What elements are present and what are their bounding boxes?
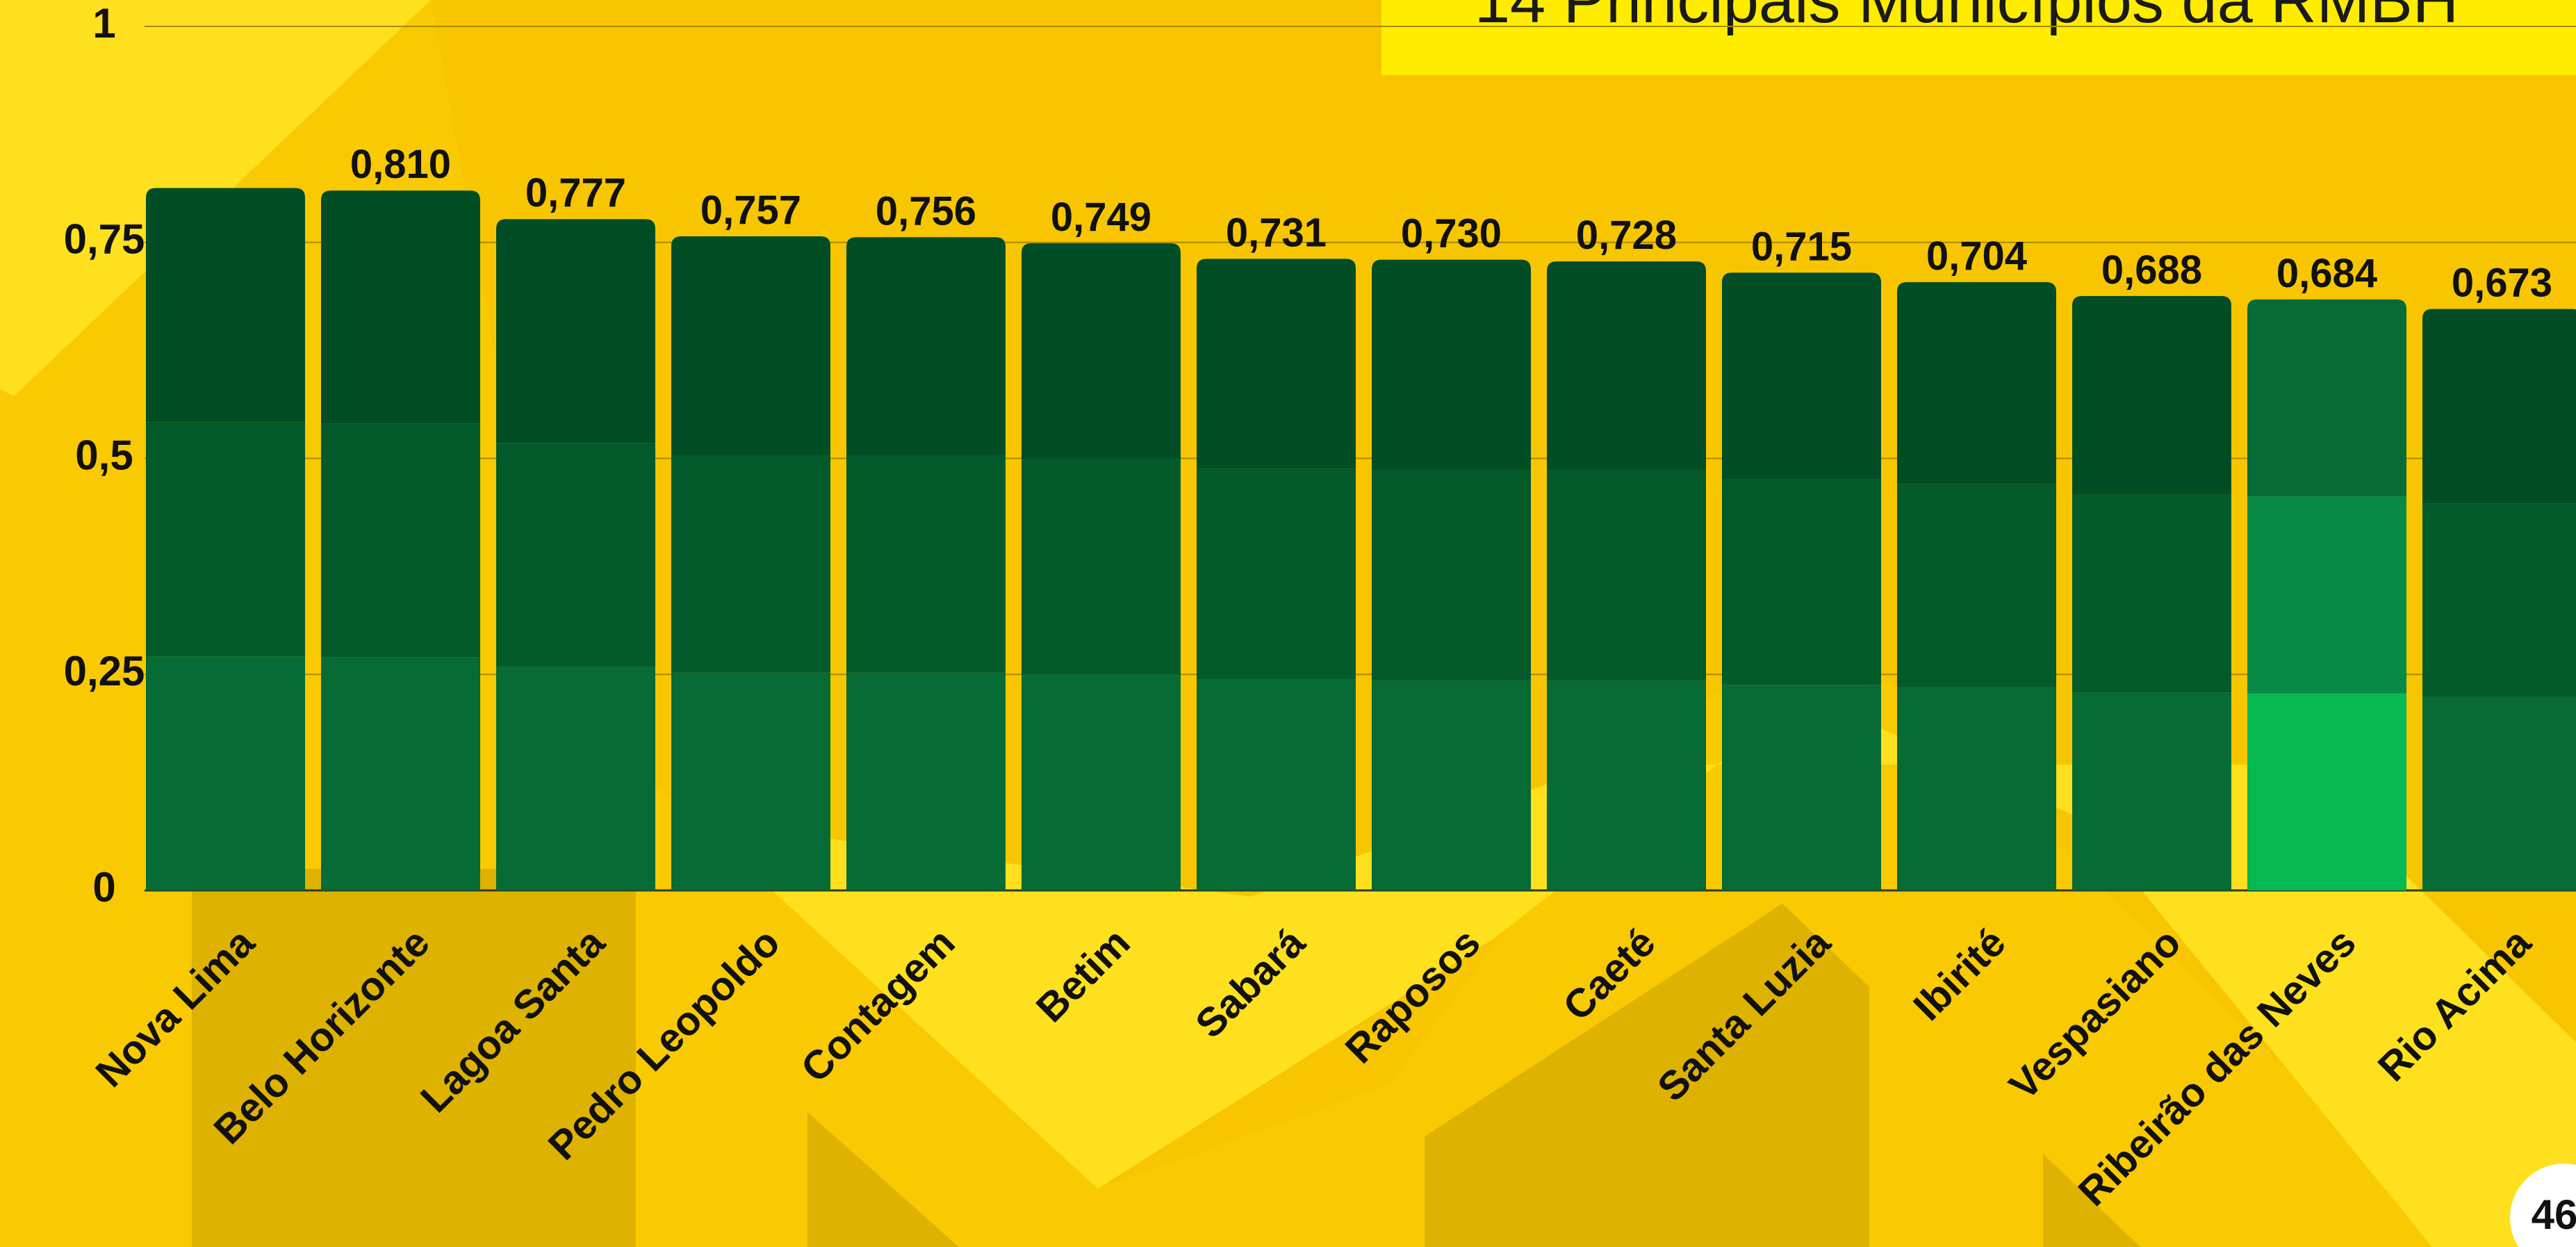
- bar-segment: [2422, 309, 2576, 503]
- chart-title: 14 Principais Municípios da RMBH: [1475, 0, 2459, 36]
- bar-segment: [496, 667, 655, 890]
- value-label: 0,777: [525, 170, 626, 215]
- bar-segment: [2422, 697, 2576, 890]
- bar-segment: [1547, 471, 1706, 680]
- bar-segment: [846, 237, 1006, 455]
- bar-segment: [1022, 459, 1181, 675]
- bar-segment: [2072, 692, 2231, 890]
- bar-segment: [671, 455, 830, 673]
- bar-segment: [321, 657, 480, 890]
- page-number: 46: [2532, 1191, 2576, 1238]
- value-label: 0,715: [1751, 224, 1852, 269]
- bar-segment: [1372, 680, 1531, 890]
- bar-segment: [1197, 680, 1356, 890]
- bar-segment: [1897, 484, 2056, 687]
- bar-segment: [846, 673, 1006, 890]
- y-tick-label: 0,5: [75, 432, 133, 478]
- bar-segment: [146, 422, 305, 656]
- bar-segment: [1372, 471, 1531, 680]
- bar-segment: [2072, 495, 2231, 693]
- bar-segment: [1722, 272, 1881, 479]
- value-label: 0,673: [2452, 260, 2552, 305]
- bar-segment: [2247, 496, 2406, 693]
- bar-segment: [496, 443, 655, 667]
- bar-segment: [2072, 296, 2231, 495]
- value-label: 0,756: [876, 188, 976, 234]
- bar-segment: [1197, 259, 1356, 468]
- chart: 14 Principais Municípios da RMBH 0 0,25 0,…: [0, 0, 2576, 1247]
- value-label: 0,757: [700, 188, 801, 233]
- bar-segment: [1897, 282, 2056, 484]
- value-label: 0,688: [2101, 247, 2202, 293]
- bar-segment: [146, 188, 305, 422]
- bar-segment: [1022, 243, 1181, 459]
- bar-segment: [2247, 694, 2406, 890]
- y-tick-label: 0: [92, 864, 115, 911]
- bar-segment: [1547, 261, 1706, 471]
- value-label: 0,704: [1926, 234, 2027, 279]
- bar-segment: [321, 424, 480, 658]
- bar-segment: [1547, 680, 1706, 890]
- decor: [192, 869, 636, 1247]
- bar-segment: [2247, 300, 2406, 496]
- bar-segment: [1197, 468, 1356, 679]
- y-tick-label: 0,25: [64, 648, 145, 694]
- value-label: 0,728: [1576, 213, 1677, 258]
- bar-segment: [1372, 260, 1531, 471]
- value-label: 0,684: [2276, 251, 2377, 296]
- bar-segment: [846, 455, 1006, 673]
- value-label: 0,731: [1226, 210, 1327, 255]
- value-label: 0,749: [1051, 195, 1151, 240]
- bar-segment: [1722, 479, 1881, 685]
- bar-segment: [1897, 687, 2056, 890]
- value-label: 0,810: [350, 142, 451, 187]
- bar-segment: [1722, 685, 1881, 890]
- bar-segment: [1022, 674, 1181, 890]
- value-label: 0,730: [1401, 211, 1502, 256]
- bar-segment: [496, 219, 655, 443]
- y-tick-label: 0,75: [64, 216, 145, 263]
- bar-segment: [671, 236, 830, 455]
- bar-segment: [2422, 503, 2576, 696]
- bar-segment: [146, 656, 305, 890]
- bar-segment: [321, 190, 480, 424]
- bar-segment: [671, 673, 830, 890]
- y-tick-label: 1: [92, 0, 115, 47]
